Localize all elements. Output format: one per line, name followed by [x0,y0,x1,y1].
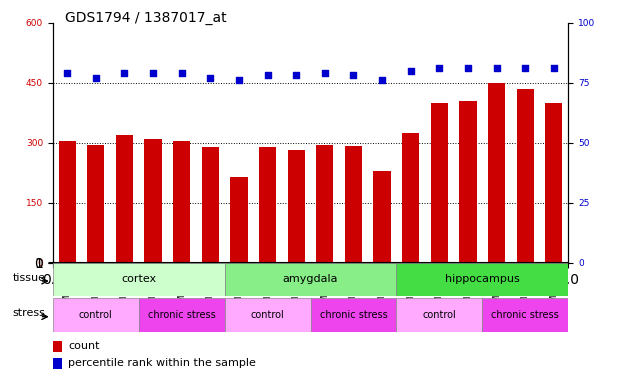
Bar [53,358,62,369]
Point [148,70,158,76]
Bar [288,150,305,262]
Bar [310,298,396,332]
Point [435,65,445,71]
Text: amygdala: amygdala [283,274,338,284]
Text: control: control [251,310,284,320]
Bar [230,177,248,262]
Bar [58,141,76,262]
Bar [517,88,534,262]
Bar [545,102,563,262]
Text: stress: stress [12,308,45,318]
Bar [225,298,310,332]
Bar [431,103,448,262]
Point [348,72,358,78]
Point [549,65,559,71]
Text: GDS1794 / 1387017_at: GDS1794 / 1387017_at [65,11,227,25]
Point [177,70,187,76]
Bar [53,298,138,332]
Point [406,68,415,74]
Point [520,65,530,71]
Bar [373,171,391,262]
Bar [483,298,568,332]
Bar [396,262,568,296]
Bar [345,146,362,262]
Bar [396,298,483,332]
Text: percentile rank within the sample: percentile rank within the sample [68,358,256,368]
Point [62,70,72,76]
Point [91,75,101,81]
Point [291,72,301,78]
Point [320,70,330,76]
Bar [460,100,476,262]
Point [377,77,387,83]
Bar [316,144,333,262]
Point [206,75,215,81]
Text: chronic stress: chronic stress [320,310,388,320]
Bar [116,135,133,262]
Point [463,65,473,71]
Point [119,70,129,76]
Text: cortex: cortex [121,274,156,284]
Bar [173,141,190,262]
Bar [53,341,62,352]
Point [492,65,502,71]
Bar [202,147,219,262]
Text: chronic stress: chronic stress [148,310,215,320]
Bar [225,262,396,296]
Text: tissue: tissue [12,273,45,283]
Text: hippocampus: hippocampus [445,274,520,284]
Bar [53,262,225,296]
Bar [402,132,419,262]
Text: control: control [79,310,112,320]
Text: count: count [68,341,100,351]
Bar [145,139,161,262]
Bar [138,298,225,332]
Point [234,77,244,83]
Text: control: control [422,310,456,320]
Bar [488,83,505,262]
Bar [87,144,104,262]
Bar [259,147,276,262]
Text: chronic stress: chronic stress [491,310,559,320]
Point [263,72,273,78]
